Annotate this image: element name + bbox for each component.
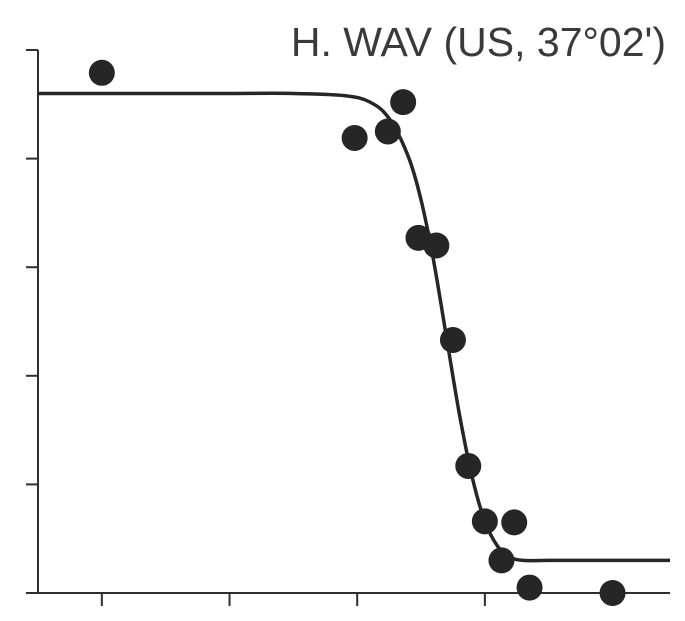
data-point-6: [439, 326, 466, 353]
data-point-0: [88, 59, 115, 86]
data-point-5: [423, 232, 450, 259]
data-point-9: [488, 547, 515, 574]
fit-curve-layer: [38, 91, 670, 563]
chart-title: H. WAV (US, 37°02'): [291, 19, 666, 65]
data-point-1: [341, 124, 368, 151]
data-point-2: [374, 118, 401, 145]
data-points-layer: [88, 59, 626, 606]
fit-curve: [38, 91, 670, 563]
data-point-3: [390, 89, 417, 116]
data-point-8: [471, 508, 498, 535]
data-point-10: [501, 509, 528, 536]
data-point-12: [599, 580, 626, 606]
data-point-7: [455, 452, 482, 479]
data-point-11: [516, 574, 543, 601]
